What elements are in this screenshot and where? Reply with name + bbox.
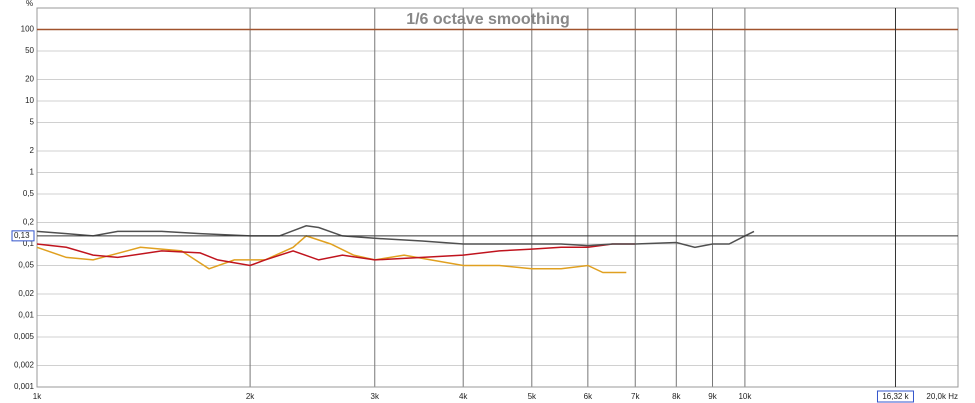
y-tick-label: 0,05 — [18, 261, 34, 270]
x-tick-label: 2k — [246, 392, 255, 401]
cursor-box — [11, 230, 35, 242]
y-tick-label: 0,005 — [14, 332, 35, 341]
y-tick-label: 0,001 — [14, 382, 35, 391]
y-tick-label: 20 — [25, 75, 34, 84]
y-tick-label: 0,1 — [23, 239, 35, 248]
x-tick-label: 8k — [672, 392, 681, 401]
y-tick-label: 0,5 — [23, 189, 35, 198]
series-line — [36, 243, 636, 267]
y-tick-label: 50 — [25, 46, 34, 55]
y-tick-label: 0,002 — [14, 361, 35, 370]
y-tick-label: 10 — [25, 96, 34, 105]
x-tick-label: 10k — [738, 392, 752, 401]
chart-title: 1/6 octave smoothing — [406, 11, 570, 28]
x-tick-label: 3k — [371, 392, 380, 401]
x-tick-label: 1k — [33, 392, 42, 401]
y-tick-label: 5 — [30, 118, 35, 127]
cursor-box — [876, 390, 914, 403]
x-tick-label: 4k — [459, 392, 468, 401]
series-line — [36, 225, 755, 249]
cursor-x-label: 16,32 k — [882, 392, 909, 401]
series-line — [36, 235, 627, 274]
y-tick-label: 1 — [30, 168, 35, 177]
y-tick-label: 0,02 — [18, 289, 34, 298]
x-tick-label: 7k — [631, 392, 640, 401]
x-tick-label: 9k — [708, 392, 717, 401]
y-tick-label: 0,2 — [23, 218, 35, 227]
y-tick-label: 0,01 — [18, 311, 34, 320]
x-tick-label: 5k — [528, 392, 537, 401]
cursor-y-label: 0,13 — [14, 231, 30, 240]
y-tick-label: 2 — [30, 146, 35, 155]
x-tick-label: 6k — [584, 392, 593, 401]
plot-frame — [36, 7, 959, 388]
y-tick-label: 100 — [21, 25, 35, 34]
x-tick-label: 20,0k Hz — [926, 392, 958, 401]
y-unit: % — [26, 0, 33, 8]
